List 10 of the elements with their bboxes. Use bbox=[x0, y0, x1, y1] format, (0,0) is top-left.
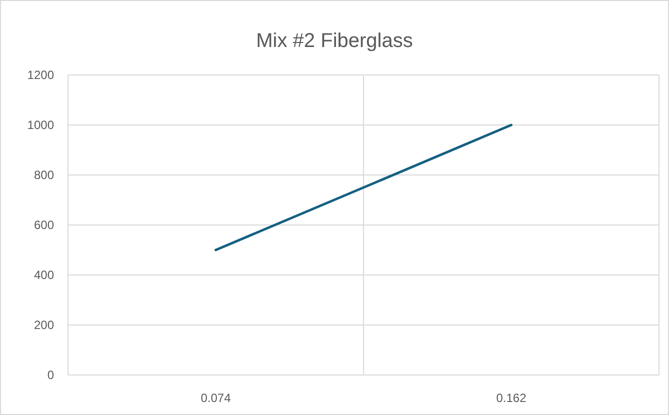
y-tick-label: 400 bbox=[34, 268, 54, 282]
y-tick-label: 200 bbox=[34, 318, 54, 332]
chart-title: Mix #2 Fiberglass bbox=[256, 30, 413, 52]
x-tick-label: 0.162 bbox=[496, 391, 527, 405]
y-tick-label: 0 bbox=[47, 368, 54, 382]
x-tick-label: 0.074 bbox=[200, 391, 232, 405]
y-tick-label: 1200 bbox=[27, 68, 54, 82]
y-tick-label: 800 bbox=[34, 168, 54, 182]
y-tick-label: 1000 bbox=[27, 118, 54, 132]
y-tick-label: 600 bbox=[34, 218, 54, 232]
